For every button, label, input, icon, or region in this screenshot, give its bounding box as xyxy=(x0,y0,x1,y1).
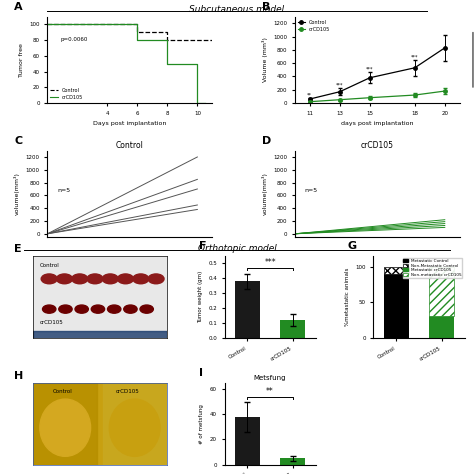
X-axis label: Days post implantation: Days post implantation xyxy=(93,121,166,126)
Y-axis label: Volume (mm³): Volume (mm³) xyxy=(262,37,268,82)
Ellipse shape xyxy=(40,399,91,456)
Circle shape xyxy=(72,274,88,284)
Text: n=5: n=5 xyxy=(57,188,71,193)
Legend: Metastatic Control, Non-Metastatic Control, Metastatic crCD105, Non-metastatic c: Metastatic Control, Non-Metastatic Contr… xyxy=(402,258,463,278)
Text: p=0.0060: p=0.0060 xyxy=(61,37,88,42)
Bar xyxy=(384,274,409,338)
Bar xyxy=(384,267,409,274)
Circle shape xyxy=(148,274,164,284)
Bar xyxy=(235,281,260,338)
Circle shape xyxy=(108,305,121,313)
Circle shape xyxy=(43,305,56,313)
Text: C: C xyxy=(14,136,23,146)
Text: B: B xyxy=(262,2,270,12)
Bar xyxy=(235,417,260,465)
Text: Orthotopic model: Orthotopic model xyxy=(198,244,276,253)
Bar xyxy=(429,267,454,317)
Text: n=5: n=5 xyxy=(305,188,318,193)
Text: ***: *** xyxy=(264,258,276,267)
Legend: Control, crCD105: Control, crCD105 xyxy=(297,19,331,32)
Bar xyxy=(33,383,97,465)
X-axis label: days post implantation: days post implantation xyxy=(341,121,413,126)
Text: A: A xyxy=(14,2,23,12)
Circle shape xyxy=(91,305,105,313)
Circle shape xyxy=(56,274,73,284)
Text: G: G xyxy=(348,241,357,251)
Y-axis label: %metastatic animals: %metastatic animals xyxy=(345,268,350,326)
Ellipse shape xyxy=(109,399,160,456)
Text: Subcutaneous model: Subcutaneous model xyxy=(190,5,284,14)
Circle shape xyxy=(41,274,57,284)
Text: E: E xyxy=(15,244,22,254)
Circle shape xyxy=(140,305,154,313)
Bar xyxy=(429,317,454,338)
Text: D: D xyxy=(262,136,271,146)
Text: I: I xyxy=(199,368,203,378)
Text: F: F xyxy=(199,241,207,251)
Circle shape xyxy=(133,274,149,284)
Y-axis label: Tumor weight (gm): Tumor weight (gm) xyxy=(198,271,202,323)
Title: crCD105: crCD105 xyxy=(361,141,394,150)
Text: H: H xyxy=(15,371,24,381)
Text: **: ** xyxy=(266,387,274,396)
Text: **: ** xyxy=(307,92,312,97)
Title: Metsfung: Metsfung xyxy=(254,375,286,381)
Text: crCD105: crCD105 xyxy=(116,389,140,394)
Y-axis label: Tumor free: Tumor free xyxy=(18,43,24,77)
Bar xyxy=(280,458,305,465)
Bar xyxy=(102,383,167,465)
Circle shape xyxy=(59,305,72,313)
Y-axis label: volume(mm³): volume(mm³) xyxy=(14,173,20,215)
Circle shape xyxy=(75,305,88,313)
Text: ***: *** xyxy=(336,83,344,88)
Circle shape xyxy=(124,305,137,313)
Text: Control: Control xyxy=(40,263,60,267)
Y-axis label: # of metsfung: # of metsfung xyxy=(200,404,204,444)
Text: ***: *** xyxy=(411,54,419,59)
Bar xyxy=(33,331,167,342)
Text: Control: Control xyxy=(53,389,73,394)
Text: ***: *** xyxy=(366,67,374,72)
Text: crCD105: crCD105 xyxy=(40,320,64,326)
Bar xyxy=(280,320,305,338)
Circle shape xyxy=(118,274,134,284)
Y-axis label: volume(mm³): volume(mm³) xyxy=(262,173,268,215)
Circle shape xyxy=(102,274,118,284)
Legend: Control, crCD105: Control, crCD105 xyxy=(50,87,83,100)
Circle shape xyxy=(87,274,103,284)
Title: Control: Control xyxy=(116,141,144,150)
